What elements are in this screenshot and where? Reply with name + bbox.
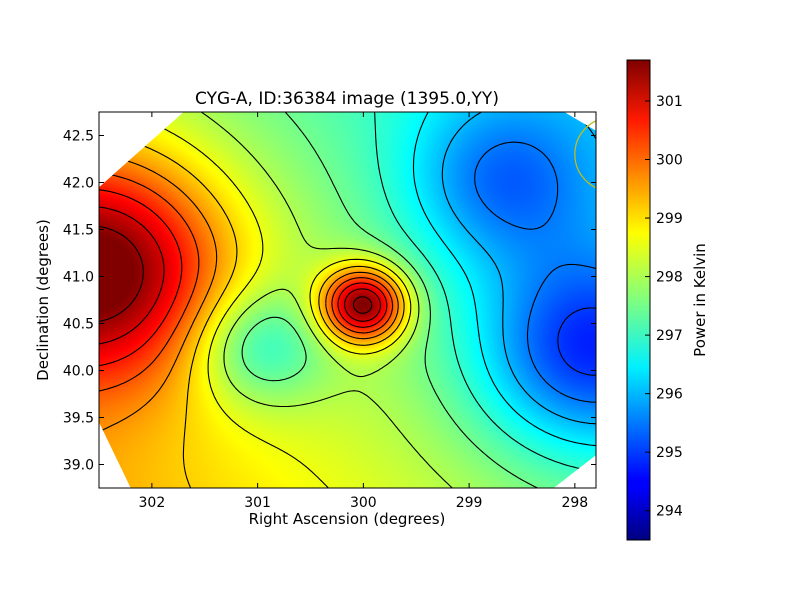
y-tick-label: 41.0 xyxy=(63,270,94,286)
y-tick-label: 40.5 xyxy=(63,317,94,333)
contour-line xyxy=(557,307,596,376)
heatmap-image xyxy=(99,112,596,488)
colorbar-tick-label: 300 xyxy=(656,153,683,169)
y-axis-label: Declination (degrees) xyxy=(34,219,52,381)
colorbar-tick-label: 298 xyxy=(656,270,683,286)
contour-line xyxy=(474,141,596,403)
colorbar-gradient xyxy=(626,59,651,541)
x-tick-label: 298 xyxy=(561,495,588,511)
chart-title: CYG-A, ID:36384 image (1395.0,YY) xyxy=(195,89,499,109)
plot-area xyxy=(98,111,597,489)
y-tick-label: 42.5 xyxy=(63,129,94,145)
x-tick-label: 300 xyxy=(350,495,377,511)
contour-line xyxy=(441,112,596,425)
x-tick-label: 302 xyxy=(139,495,166,511)
contour-line xyxy=(99,189,388,367)
x-tick-label: 299 xyxy=(456,495,483,511)
x-axis: 302 301 300 299 298 xyxy=(139,112,588,511)
colorbar-tick-label: 294 xyxy=(656,504,683,520)
contour-line xyxy=(99,225,373,323)
y-axis: 39.0 39.5 40.0 40.5 41.0 41.5 42.0 42.5 xyxy=(63,129,596,474)
y-tick-label: 39.5 xyxy=(63,411,94,427)
colorbar-tick-label: 299 xyxy=(656,211,683,227)
contour-line xyxy=(412,112,596,447)
y-tick-label: 42.0 xyxy=(63,176,94,192)
contour-lines xyxy=(99,112,596,488)
colorbar-tick-label: 297 xyxy=(656,328,683,344)
y-tick-label: 41.5 xyxy=(63,223,94,239)
colorbar-label: Power in Kelvin xyxy=(691,243,709,357)
x-tick-label: 301 xyxy=(244,495,271,511)
plot-frame xyxy=(98,111,597,489)
beam-marker-circle xyxy=(574,120,596,189)
colorbar-ticks: 294 295 296 297 298 299 300 301 xyxy=(645,94,683,520)
y-tick-label: 39.0 xyxy=(63,458,94,474)
colorbar-tick-label: 296 xyxy=(656,387,683,403)
colorbar: 294 295 296 297 298 299 300 301 Power in Kelvin xyxy=(626,59,709,541)
contour-line xyxy=(99,206,382,345)
colorbar-tick-label: 301 xyxy=(656,94,683,110)
colorbar-tick-label: 295 xyxy=(656,445,683,461)
x-axis-label: Right Ascension (degrees) xyxy=(249,510,446,528)
y-tick-label: 40.0 xyxy=(63,364,94,380)
contour-line xyxy=(374,112,596,473)
